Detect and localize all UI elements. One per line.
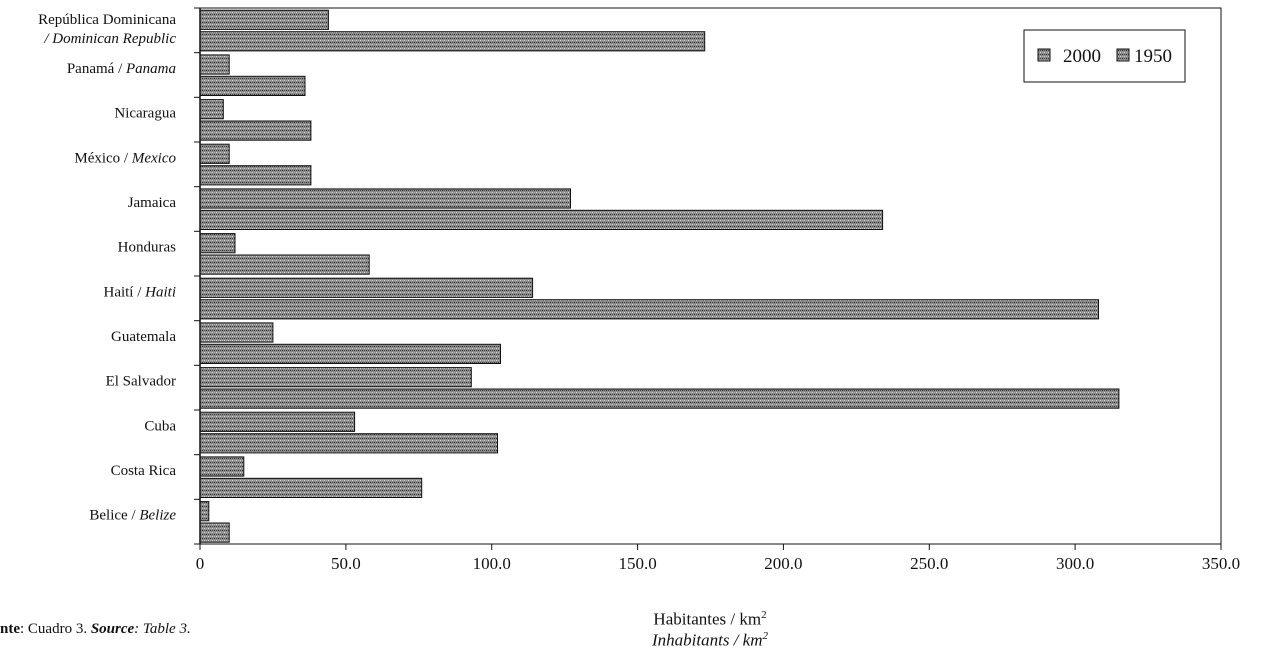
bar-1950-10 xyxy=(199,477,423,498)
bar-1950-6 xyxy=(199,299,1099,320)
bar-1950-8 xyxy=(199,388,1120,409)
bar-2000-8 xyxy=(199,367,472,388)
bar-2000-11 xyxy=(199,501,210,522)
bar-1950-0 xyxy=(199,31,706,52)
x-tick-label-2: 100.0 xyxy=(473,554,511,573)
x-ticks: 0 50.0 100.0 150.0 200.0 250.0 300.0 350.0 xyxy=(196,544,1240,573)
bar-1950-7 xyxy=(199,343,501,364)
category-label-4: Jamaica xyxy=(128,195,177,211)
x-tick-label-4: 200.0 xyxy=(764,554,802,573)
source-note: nte: Cuadro 3. Source: Table 3. xyxy=(0,621,191,637)
category-label-11: Belice / Belize xyxy=(89,508,176,524)
bar-1950-4 xyxy=(199,209,884,231)
bar-2000-6 xyxy=(199,277,534,298)
category-label-0: República Dominicana / Dominican Republic xyxy=(38,12,176,47)
legend: 2000 1950 xyxy=(1023,29,1186,83)
legend-swatch-1950 xyxy=(1116,48,1130,62)
bar-2000-7 xyxy=(199,322,274,343)
bar-1950-5 xyxy=(199,254,370,275)
x-tick-label-3: 150.0 xyxy=(618,554,656,573)
category-label-7: Guatemala xyxy=(111,329,176,345)
bar-1950-11 xyxy=(199,522,230,543)
x-tick-label-5: 250.0 xyxy=(910,554,948,573)
category-label-2: Nicaragua xyxy=(114,106,176,122)
x-axis-title-english: Inhabitants / km2 xyxy=(652,630,768,650)
legend-label-1950: 1950 xyxy=(1134,46,1172,67)
x-axis-title: Habitantes / km2 xyxy=(653,609,767,629)
legend-swatch-2000 xyxy=(1037,48,1051,62)
bar-1950-1 xyxy=(199,75,306,97)
bar-2000-5 xyxy=(199,233,236,254)
bar-2000-3 xyxy=(199,143,230,164)
bar-1950-9 xyxy=(199,433,498,454)
category-label-9: Cuba xyxy=(144,418,176,434)
x-tick-label-1: 50.0 xyxy=(331,554,361,573)
x-tick-label-0: 0 xyxy=(196,554,205,573)
legend-frame xyxy=(1023,29,1186,83)
bars xyxy=(199,9,1120,543)
legend-label-2000: 2000 xyxy=(1063,46,1101,67)
bar-2000-9 xyxy=(199,411,356,432)
category-labels: República Dominicana / Dominican Republic… xyxy=(38,12,176,524)
bar-2000-10 xyxy=(199,456,245,477)
category-label-1: Panamá / Panama xyxy=(67,61,176,77)
x-tick-label-7: 350.0 xyxy=(1202,554,1240,573)
y-ticks xyxy=(194,7,200,545)
category-label-3: México / Mexico xyxy=(74,150,176,166)
bar-2000-0 xyxy=(199,9,329,30)
plot-area-frame xyxy=(199,7,1222,545)
bar-1950-2 xyxy=(199,120,312,141)
category-label-5: Honduras xyxy=(118,240,176,256)
category-label-6: Haití / Haiti xyxy=(103,284,176,300)
category-label-10: Costa Rica xyxy=(111,463,177,479)
x-tick-label-6: 300.0 xyxy=(1056,554,1094,573)
bar-2000-2 xyxy=(199,99,224,120)
bar-1950-3 xyxy=(199,165,312,186)
category-label-8: El Salvador xyxy=(106,374,176,390)
bar-2000-1 xyxy=(199,54,230,75)
bar-2000-4 xyxy=(199,188,571,209)
